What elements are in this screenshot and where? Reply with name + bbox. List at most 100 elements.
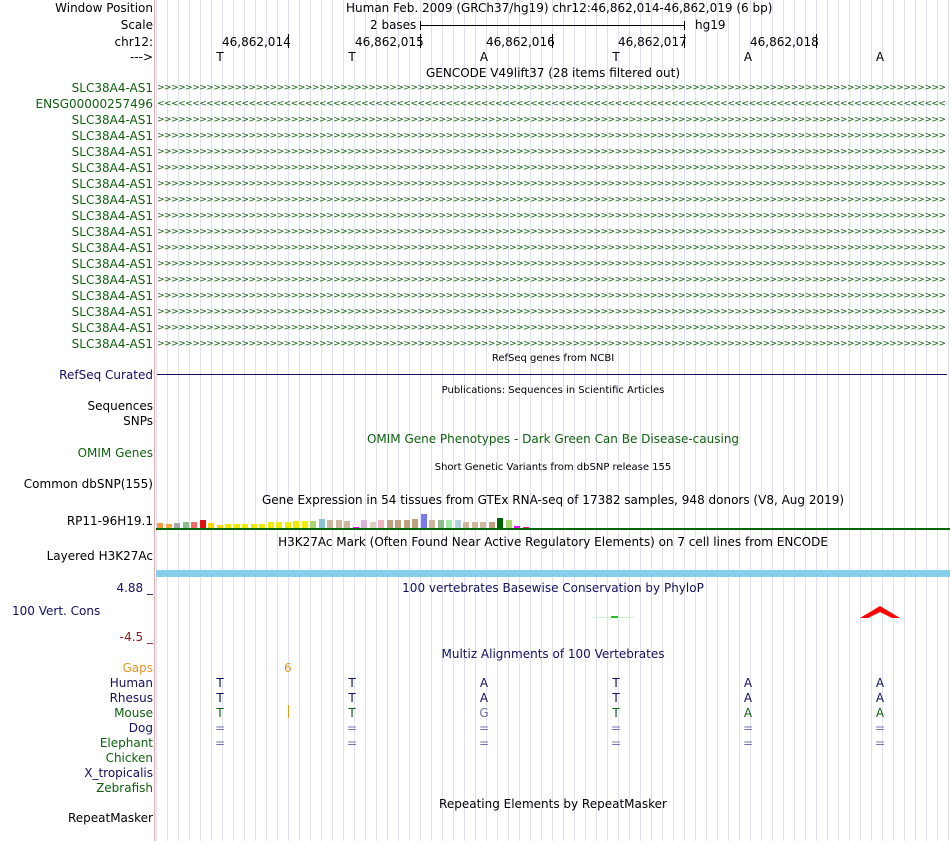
repeatmasker-track-title[interactable]: Repeating Elements by RepeatMasker	[439, 797, 667, 811]
gene-transcript[interactable]: >>>>>>>>>>>>>>>>>>>>>>>>>>>>>>>>>>>>>>>>…	[157, 227, 947, 237]
gtex-bar[interactable]	[182, 522, 189, 528]
gtex-bar[interactable]	[242, 524, 248, 528]
gene-transcript[interactable]: >>>>>>>>>>>>>>>>>>>>>>>>>>>>>>>>>>>>>>>>…	[157, 291, 947, 301]
gene-label[interactable]: SLC38A4-AS1	[71, 129, 153, 143]
gtex-bar[interactable]	[327, 520, 333, 528]
gene-transcript[interactable]: <<<<<<<<<<<<<<<<<<<<<<<<<<<<<<<<<<<<<<<<…	[157, 99, 947, 109]
gene-label[interactable]: SLC38A4-AS1	[71, 177, 153, 191]
gtex-bar[interactable]	[505, 520, 512, 528]
gtex-bar[interactable]	[284, 522, 291, 528]
gtex-bar[interactable]	[378, 520, 384, 528]
gtex-bar[interactable]	[497, 518, 503, 528]
species-label[interactable]: X_tropicalis	[84, 766, 153, 780]
gtex-bar[interactable]	[335, 520, 342, 528]
gtex-bar[interactable]	[276, 522, 282, 528]
gene-label[interactable]: SLC38A4-AS1	[71, 257, 153, 271]
gtex-bar[interactable]	[420, 514, 427, 528]
gene-transcript[interactable]: >>>>>>>>>>>>>>>>>>>>>>>>>>>>>>>>>>>>>>>>…	[157, 83, 947, 93]
species-label[interactable]: Dog	[128, 721, 153, 735]
gtex-bar[interactable]	[259, 524, 265, 528]
gtex-bar[interactable]	[403, 520, 410, 528]
gtex-bar[interactable]	[361, 520, 367, 528]
gtex-bar[interactable]	[446, 520, 452, 528]
species-label[interactable]: Mouse	[114, 706, 153, 720]
gene-transcript[interactable]: >>>>>>>>>>>>>>>>>>>>>>>>>>>>>>>>>>>>>>>>…	[157, 275, 947, 285]
gene-transcript[interactable]: >>>>>>>>>>>>>>>>>>>>>>>>>>>>>>>>>>>>>>>>…	[157, 211, 947, 221]
gene-transcript[interactable]: >>>>>>>>>>>>>>>>>>>>>>>>>>>>>>>>>>>>>>>>…	[157, 243, 947, 253]
gene-transcript[interactable]: >>>>>>>>>>>>>>>>>>>>>>>>>>>>>>>>>>>>>>>>…	[157, 307, 947, 317]
gtex-bar[interactable]	[225, 524, 231, 528]
species-label[interactable]: Chicken	[105, 751, 153, 765]
gene-label[interactable]: SLC38A4-AS1	[71, 161, 153, 175]
phylop-label[interactable]: 100 Vert. Cons	[12, 604, 101, 618]
gene-transcript[interactable]: >>>>>>>>>>>>>>>>>>>>>>>>>>>>>>>>>>>>>>>>…	[157, 259, 947, 269]
phylop-track-title[interactable]: 100 vertebrates Basewise Conservation by…	[402, 581, 704, 595]
refseq-track-title[interactable]: RefSeq genes from NCBI	[491, 353, 615, 364]
gene-label[interactable]: SLC38A4-AS1	[71, 337, 153, 351]
gene-transcript[interactable]: >>>>>>>>>>>>>>>>>>>>>>>>>>>>>>>>>>>>>>>>…	[157, 115, 947, 125]
gtex-bar[interactable]	[488, 522, 495, 528]
gene-label[interactable]: ENSG00000257496	[35, 97, 153, 111]
gtex-bar[interactable]	[233, 524, 240, 528]
repeatmasker-label[interactable]: RepeatMasker	[67, 811, 153, 825]
gtex-bar[interactable]	[157, 523, 163, 528]
gtex-bar[interactable]	[293, 521, 299, 528]
gtex-bar[interactable]	[471, 522, 478, 528]
gene-transcript[interactable]: >>>>>>>>>>>>>>>>>>>>>>>>>>>>>>>>>>>>>>>>…	[157, 147, 947, 157]
gtex-bar[interactable]	[369, 522, 376, 528]
gtex-bar[interactable]	[437, 520, 444, 528]
dbsnp-label[interactable]: Common dbSNP(155)	[23, 477, 153, 491]
gene-label[interactable]: SLC38A4-AS1	[71, 113, 153, 127]
refseq-label[interactable]: RefSeq Curated	[59, 368, 153, 382]
gtex-label[interactable]: RP11-96H19.1	[66, 514, 153, 528]
gene-label[interactable]: SLC38A4-AS1	[71, 193, 153, 207]
gene-transcript[interactable]: >>>>>>>>>>>>>>>>>>>>>>>>>>>>>>>>>>>>>>>>…	[157, 131, 947, 141]
gtex-bar[interactable]	[318, 519, 325, 528]
gtex-bar[interactable]	[267, 522, 274, 528]
gtex-bar[interactable]	[250, 524, 257, 528]
gtex-bar[interactable]	[344, 521, 350, 528]
gene-label[interactable]: SLC38A4-AS1	[71, 81, 153, 95]
gtex-bar[interactable]	[480, 522, 486, 528]
gtex-bar[interactable]	[522, 527, 529, 528]
dbsnp-track-title[interactable]: Short Genetic Variants from dbSNP releas…	[434, 462, 672, 473]
species-label[interactable]: Human	[109, 676, 153, 690]
species-label[interactable]: Elephant	[99, 736, 153, 750]
gene-label[interactable]: SLC38A4-AS1	[71, 273, 153, 287]
gene-label[interactable]: SLC38A4-AS1	[71, 289, 153, 303]
gencode-track-title[interactable]: GENCODE V49lift37 (28 items filtered out…	[425, 66, 680, 80]
gene-label[interactable]: SLC38A4-AS1	[71, 321, 153, 335]
gene-label[interactable]: SLC38A4-AS1	[71, 305, 153, 319]
gtex-bar[interactable]	[216, 525, 223, 528]
refseq-gene-line[interactable]	[157, 374, 947, 375]
gtex-bar[interactable]	[174, 523, 180, 528]
gaps-label[interactable]: Gaps	[122, 661, 153, 675]
gene-label[interactable]: SLC38A4-AS1	[71, 209, 153, 223]
gtex-bar[interactable]	[165, 524, 172, 528]
gene-label[interactable]: SLC38A4-AS1	[71, 241, 153, 255]
gtex-bar[interactable]	[412, 519, 418, 528]
gene-transcript[interactable]: >>>>>>>>>>>>>>>>>>>>>>>>>>>>>>>>>>>>>>>>…	[157, 163, 947, 173]
gene-label[interactable]: SLC38A4-AS1	[71, 145, 153, 159]
gtex-bar[interactable]	[191, 522, 197, 528]
h3k27ac-label[interactable]: Layered H3K27Ac	[46, 549, 153, 563]
snps-label[interactable]: SNPs	[123, 414, 153, 428]
species-label[interactable]: Zebrafish	[96, 781, 153, 795]
gene-transcript[interactable]: >>>>>>>>>>>>>>>>>>>>>>>>>>>>>>>>>>>>>>>>…	[157, 179, 947, 189]
gtex-bar[interactable]	[352, 527, 359, 528]
h3k27ac-track-title[interactable]: H3K27Ac Mark (Often Found Near Active Re…	[278, 535, 828, 549]
gtex-bar[interactable]	[463, 522, 469, 528]
gtex-bar[interactable]	[199, 520, 206, 528]
gtex-bar[interactable]	[310, 521, 316, 528]
gene-label[interactable]: SLC38A4-AS1	[71, 225, 153, 239]
gtex-bar[interactable]	[208, 523, 214, 528]
omim-label[interactable]: OMIM Genes	[77, 446, 153, 460]
gene-transcript[interactable]: >>>>>>>>>>>>>>>>>>>>>>>>>>>>>>>>>>>>>>>>…	[157, 195, 947, 205]
gene-transcript[interactable]: >>>>>>>>>>>>>>>>>>>>>>>>>>>>>>>>>>>>>>>>…	[157, 323, 947, 333]
gtex-bar[interactable]	[395, 520, 401, 528]
gtex-bar[interactable]	[514, 526, 520, 528]
species-label[interactable]: Rhesus	[109, 691, 153, 705]
multiz-track-title[interactable]: Multiz Alignments of 100 Vertebrates	[441, 647, 665, 661]
gtex-bar[interactable]	[454, 520, 461, 528]
gene-transcript[interactable]: >>>>>>>>>>>>>>>>>>>>>>>>>>>>>>>>>>>>>>>>…	[157, 339, 947, 349]
